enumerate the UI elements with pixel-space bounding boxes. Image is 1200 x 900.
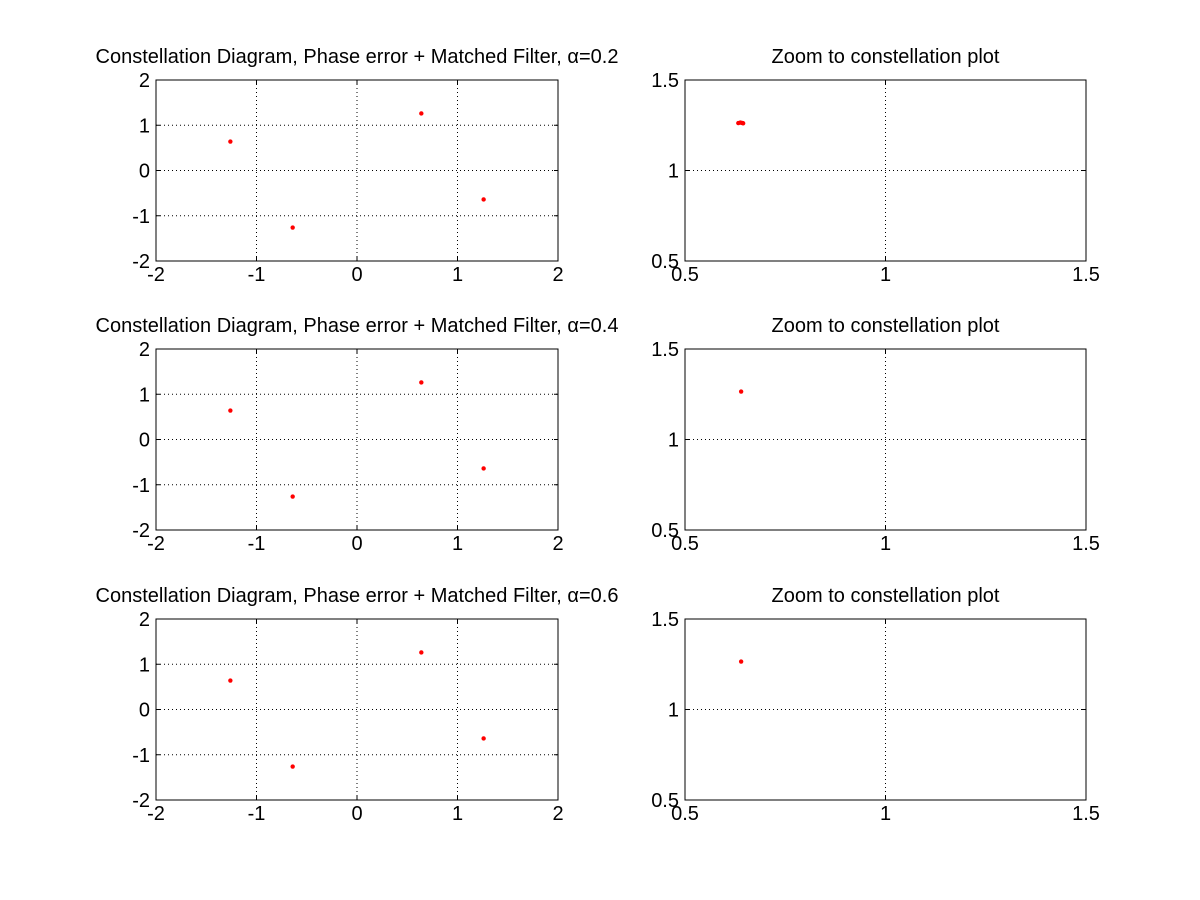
data-point [290, 764, 295, 769]
y-tick-label: 0 [139, 700, 150, 722]
x-tick-label: -1 [248, 533, 266, 555]
x-tick-label: 1.5 [1072, 803, 1100, 825]
y-tick-label: 1.5 [651, 609, 679, 631]
subplot-title: Zoom to constellation plot [772, 585, 1000, 607]
y-tick-label: 2 [139, 609, 150, 631]
y-tick-label: 0.5 [651, 520, 679, 542]
y-tick-label: 2 [139, 70, 150, 92]
x-tick-label: -2 [147, 264, 165, 286]
data-point [419, 380, 424, 385]
y-tick-label: -2 [132, 251, 150, 273]
subplot-title: Constellation Diagram, Phase error + Mat… [96, 585, 619, 607]
subplot-2: 0.5 1 1.5 0.5 1 1.5 Zoom to constellation plot [651, 46, 1100, 286]
y-tick-label: 1.5 [651, 339, 679, 361]
data-point [419, 650, 424, 655]
y-tick-label: 2 [139, 339, 150, 361]
data-point [290, 225, 295, 230]
y-tick-label: 1 [139, 654, 150, 676]
data-point [228, 139, 233, 144]
subplot-title: Constellation Diagram, Phase error + Mat… [96, 315, 619, 337]
data-point [228, 678, 233, 683]
subplot-title: Constellation Diagram, Phase error + Mat… [96, 46, 619, 68]
x-tick-label: -2 [147, 803, 165, 825]
data-point [740, 121, 746, 126]
data-point [481, 736, 486, 741]
x-tick-label: 2 [552, 264, 563, 286]
x-tick-label: -1 [248, 803, 266, 825]
x-tick-label: 1.5 [1072, 264, 1100, 286]
x-tick-label: 0 [351, 533, 362, 555]
data-point [481, 197, 486, 202]
y-tick-label: 0.5 [651, 790, 679, 812]
y-tick-label: -2 [132, 520, 150, 542]
y-tick-label: 1 [668, 430, 679, 452]
y-tick-label: 0 [139, 161, 150, 183]
x-tick-label: 2 [552, 803, 563, 825]
data-point [738, 659, 744, 664]
subplot-title: Zoom to constellation plot [772, 46, 1000, 68]
y-tick-label: 1 [139, 115, 150, 137]
x-tick-label: 0 [351, 264, 362, 286]
x-tick-label: 1.5 [1072, 533, 1100, 555]
x-tick-label: 1 [880, 803, 891, 825]
x-tick-label: -1 [248, 264, 266, 286]
y-tick-label: 0.5 [651, 251, 679, 273]
y-tick-label: 1 [668, 161, 679, 183]
data-point [419, 111, 424, 116]
data-point [228, 408, 233, 413]
subplot-4: 0.5 1 1.5 0.5 1 1.5 Zoom to constellation plot [651, 315, 1100, 555]
x-tick-label: 1 [452, 803, 463, 825]
x-tick-label: 1 [880, 533, 891, 555]
y-tick-label: 1 [139, 384, 150, 406]
x-tick-label: -2 [147, 533, 165, 555]
data-point [290, 494, 295, 499]
y-tick-label: -2 [132, 790, 150, 812]
y-tick-label: 0 [139, 430, 150, 452]
x-tick-label: 1 [452, 533, 463, 555]
x-tick-label: 1 [452, 264, 463, 286]
x-tick-label: 0.5 [671, 803, 699, 825]
x-tick-label: 0 [351, 803, 362, 825]
y-tick-label: 1.5 [651, 70, 679, 92]
y-tick-label: -1 [132, 745, 150, 767]
x-tick-label: 0.5 [671, 533, 699, 555]
subplot-6: 0.5 1 1.5 0.5 1 1.5 Zoom to constellation plot [651, 585, 1100, 825]
y-tick-label: -1 [132, 206, 150, 228]
data-point [481, 466, 486, 471]
y-tick-label: 1 [668, 700, 679, 722]
subplot-title: Zoom to constellation plot [772, 315, 1000, 337]
x-tick-label: 0.5 [671, 264, 699, 286]
x-tick-label: 2 [552, 533, 563, 555]
data-point [738, 389, 744, 394]
x-tick-label: 1 [880, 264, 891, 286]
y-tick-label: -1 [132, 475, 150, 497]
